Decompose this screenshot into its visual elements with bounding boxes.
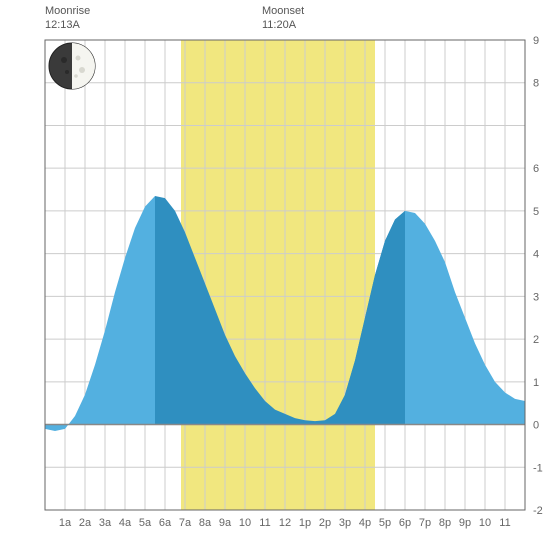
x-tick: 8a — [199, 517, 212, 529]
y-tick: 3 — [533, 291, 539, 303]
x-tick: 10 — [479, 517, 491, 529]
x-tick: 6a — [159, 517, 172, 529]
x-tick: 9p — [459, 517, 471, 529]
moon-phase-icon — [48, 42, 96, 90]
y-tick: 6 — [533, 163, 539, 175]
x-tick: 4a — [119, 517, 132, 529]
x-tick: 5p — [379, 517, 391, 529]
y-tick: 8 — [533, 78, 539, 90]
x-tick: 8p — [439, 517, 451, 529]
x-tick: 7a — [179, 517, 192, 529]
y-tick: -2 — [533, 505, 543, 517]
x-tick: 3p — [339, 517, 351, 529]
x-tick: 11 — [499, 517, 510, 529]
x-tick: 12 — [279, 517, 291, 529]
x-tick: 9a — [219, 517, 232, 529]
y-tick: 4 — [533, 249, 539, 261]
x-tick: 2p — [319, 517, 331, 529]
x-tick: 7p — [419, 517, 431, 529]
x-tick: 4p — [359, 517, 371, 529]
x-tick: 1a — [59, 517, 72, 529]
x-tick: 11 — [259, 517, 270, 529]
y-tick: 1 — [533, 377, 539, 389]
y-tick: 2 — [533, 334, 539, 346]
y-tick: 5 — [533, 206, 539, 218]
x-tick: 3a — [99, 517, 112, 529]
x-tick: 1p — [299, 517, 311, 529]
x-tick: 5a — [139, 517, 152, 529]
x-tick: 10 — [239, 517, 251, 529]
x-tick: 6p — [399, 517, 411, 529]
x-tick: 2a — [79, 517, 92, 529]
y-tick: -1 — [533, 462, 543, 474]
y-tick: 9 — [533, 35, 539, 47]
y-tick: 0 — [533, 420, 539, 432]
